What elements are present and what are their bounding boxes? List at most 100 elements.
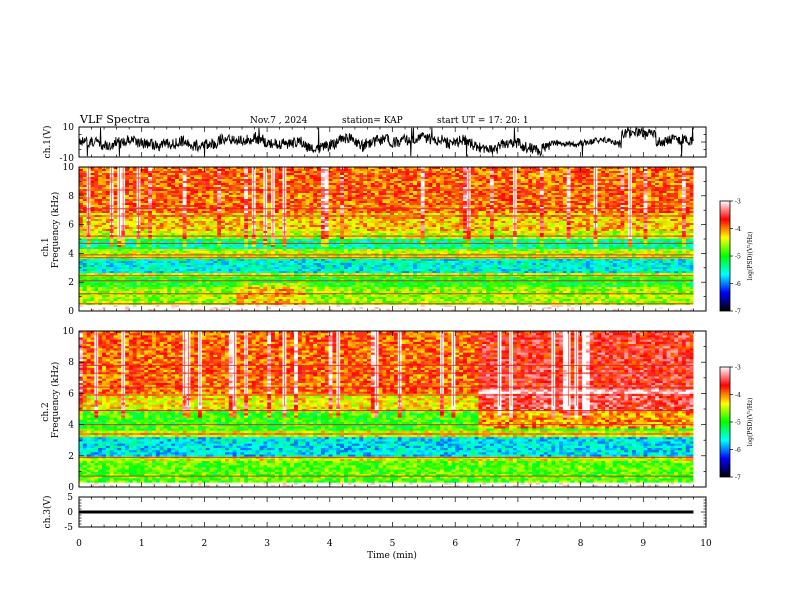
spectrogram-cell bbox=[685, 183, 691, 186]
spectrogram-cell bbox=[305, 199, 311, 202]
spectrogram-cell bbox=[420, 193, 426, 196]
spectrogram-cell bbox=[159, 199, 165, 202]
spectrogram-cell bbox=[582, 191, 587, 194]
spectrogram-cell bbox=[324, 201, 330, 204]
spectrogram-cell bbox=[98, 195, 103, 198]
spectrogram-cell bbox=[240, 191, 245, 194]
spectrogram-cell bbox=[424, 195, 430, 198]
spectrogram-cell bbox=[247, 171, 253, 174]
spectrogram-cell bbox=[639, 199, 645, 202]
spectrogram-cell bbox=[98, 185, 103, 188]
spectrogram-cell bbox=[190, 171, 195, 174]
spectrogram-cell bbox=[232, 183, 238, 186]
spectrogram-cell bbox=[582, 193, 587, 196]
spectrogram-cell bbox=[336, 199, 341, 202]
spectrogram-cell bbox=[274, 201, 280, 204]
spectrogram-cell bbox=[451, 183, 456, 186]
spectrogram-cell bbox=[359, 185, 364, 188]
spectrogram-cell bbox=[497, 173, 503, 176]
spectrogram-cell bbox=[90, 173, 95, 176]
spectrogram-cell bbox=[171, 167, 176, 170]
spectrogram-cell bbox=[367, 191, 372, 194]
spectrogram-cell bbox=[643, 181, 648, 184]
spectrogram-cell bbox=[689, 177, 695, 180]
spectrogram-cell bbox=[639, 195, 645, 198]
spectrogram-cell bbox=[297, 185, 303, 188]
spectrogram-cell bbox=[482, 183, 487, 186]
spectrogram-cell bbox=[132, 187, 138, 190]
spectrogram-cell bbox=[213, 183, 218, 186]
spectrogram-cell bbox=[440, 187, 445, 190]
spectrogram-cell bbox=[390, 173, 395, 176]
spectrogram-cell bbox=[186, 191, 191, 194]
spectrogram-cell bbox=[79, 183, 84, 186]
spectrogram-cell bbox=[689, 199, 695, 202]
spectrogram-cell bbox=[159, 201, 165, 204]
spectrogram-cell bbox=[209, 167, 215, 170]
spectrogram-cell bbox=[374, 183, 380, 186]
spectrogram-cell bbox=[182, 177, 188, 180]
spectrogram-cell bbox=[294, 201, 299, 204]
spectrogram-cell bbox=[578, 195, 583, 198]
spectrogram-cell bbox=[651, 181, 656, 184]
spectrogram-cell bbox=[94, 181, 99, 184]
spectrogram-cell bbox=[493, 173, 499, 176]
spectrogram-cell bbox=[224, 169, 230, 172]
spectrogram-cell bbox=[620, 193, 625, 196]
spectrogram-cell bbox=[589, 185, 595, 188]
spectrogram-cell bbox=[432, 199, 437, 202]
spectrogram-cell bbox=[386, 177, 391, 180]
spectrogram-cell bbox=[520, 183, 526, 186]
spectrogram-cell bbox=[386, 173, 391, 176]
spectrogram-cell bbox=[317, 197, 322, 200]
spectrogram-cell bbox=[205, 191, 211, 194]
spectrogram-cell bbox=[555, 197, 560, 200]
spectrogram-cell bbox=[90, 187, 95, 190]
spectrogram-cell bbox=[247, 167, 253, 170]
spectrogram-cell bbox=[551, 171, 556, 174]
spectrogram-cell bbox=[94, 177, 99, 180]
spectrogram-cell bbox=[190, 197, 195, 200]
spectrogram-cell bbox=[501, 173, 506, 176]
spectrogram-cell bbox=[670, 195, 675, 198]
spectrogram-cell bbox=[367, 199, 372, 202]
spectrogram-cell bbox=[125, 179, 130, 182]
spectrogram-cell bbox=[670, 199, 675, 202]
spectrogram-cell bbox=[198, 173, 203, 176]
spectrogram-cell bbox=[401, 195, 407, 198]
spectrogram-cell bbox=[416, 173, 422, 176]
spectrogram-cell bbox=[340, 201, 345, 204]
spectrogram-cell bbox=[612, 199, 618, 202]
spectrogram-cell bbox=[140, 167, 145, 170]
spectrogram-cell bbox=[378, 187, 383, 190]
spectrogram-cell bbox=[570, 199, 576, 202]
spectrogram-cell bbox=[582, 169, 587, 172]
spectrogram-cell bbox=[681, 185, 687, 188]
spectrogram-cell bbox=[397, 191, 403, 194]
spectrogram-cell bbox=[578, 183, 583, 186]
spectrogram-cell bbox=[267, 195, 272, 198]
spectrogram-cell bbox=[313, 199, 318, 202]
spectrogram-cell bbox=[582, 171, 587, 174]
spectrogram-cell bbox=[689, 183, 695, 186]
spectrogram-cell bbox=[632, 169, 637, 172]
spectrogram-cell bbox=[451, 179, 456, 182]
spectrogram-cell bbox=[336, 167, 341, 170]
spectrogram-cell bbox=[420, 179, 426, 182]
spectrogram-cell bbox=[505, 199, 510, 202]
spectrogram-cell bbox=[390, 191, 395, 194]
spectrogram-cell bbox=[294, 175, 299, 178]
spectrogram-cell bbox=[605, 193, 610, 196]
spectrogram-cell bbox=[409, 193, 414, 196]
spectrogram-cell bbox=[98, 179, 103, 182]
spectrogram-cell bbox=[605, 175, 610, 178]
spectrogram-cell bbox=[536, 201, 541, 204]
spectrogram-cell bbox=[290, 179, 295, 182]
spectrogram-cell bbox=[570, 185, 576, 188]
spectrogram-cell bbox=[178, 183, 184, 186]
spectrogram-cell bbox=[190, 177, 195, 180]
spectrogram-cell bbox=[386, 179, 391, 182]
spectrogram-cell bbox=[159, 175, 165, 178]
spectrogram-cell bbox=[301, 197, 307, 200]
spectrogram-cell bbox=[608, 181, 614, 184]
